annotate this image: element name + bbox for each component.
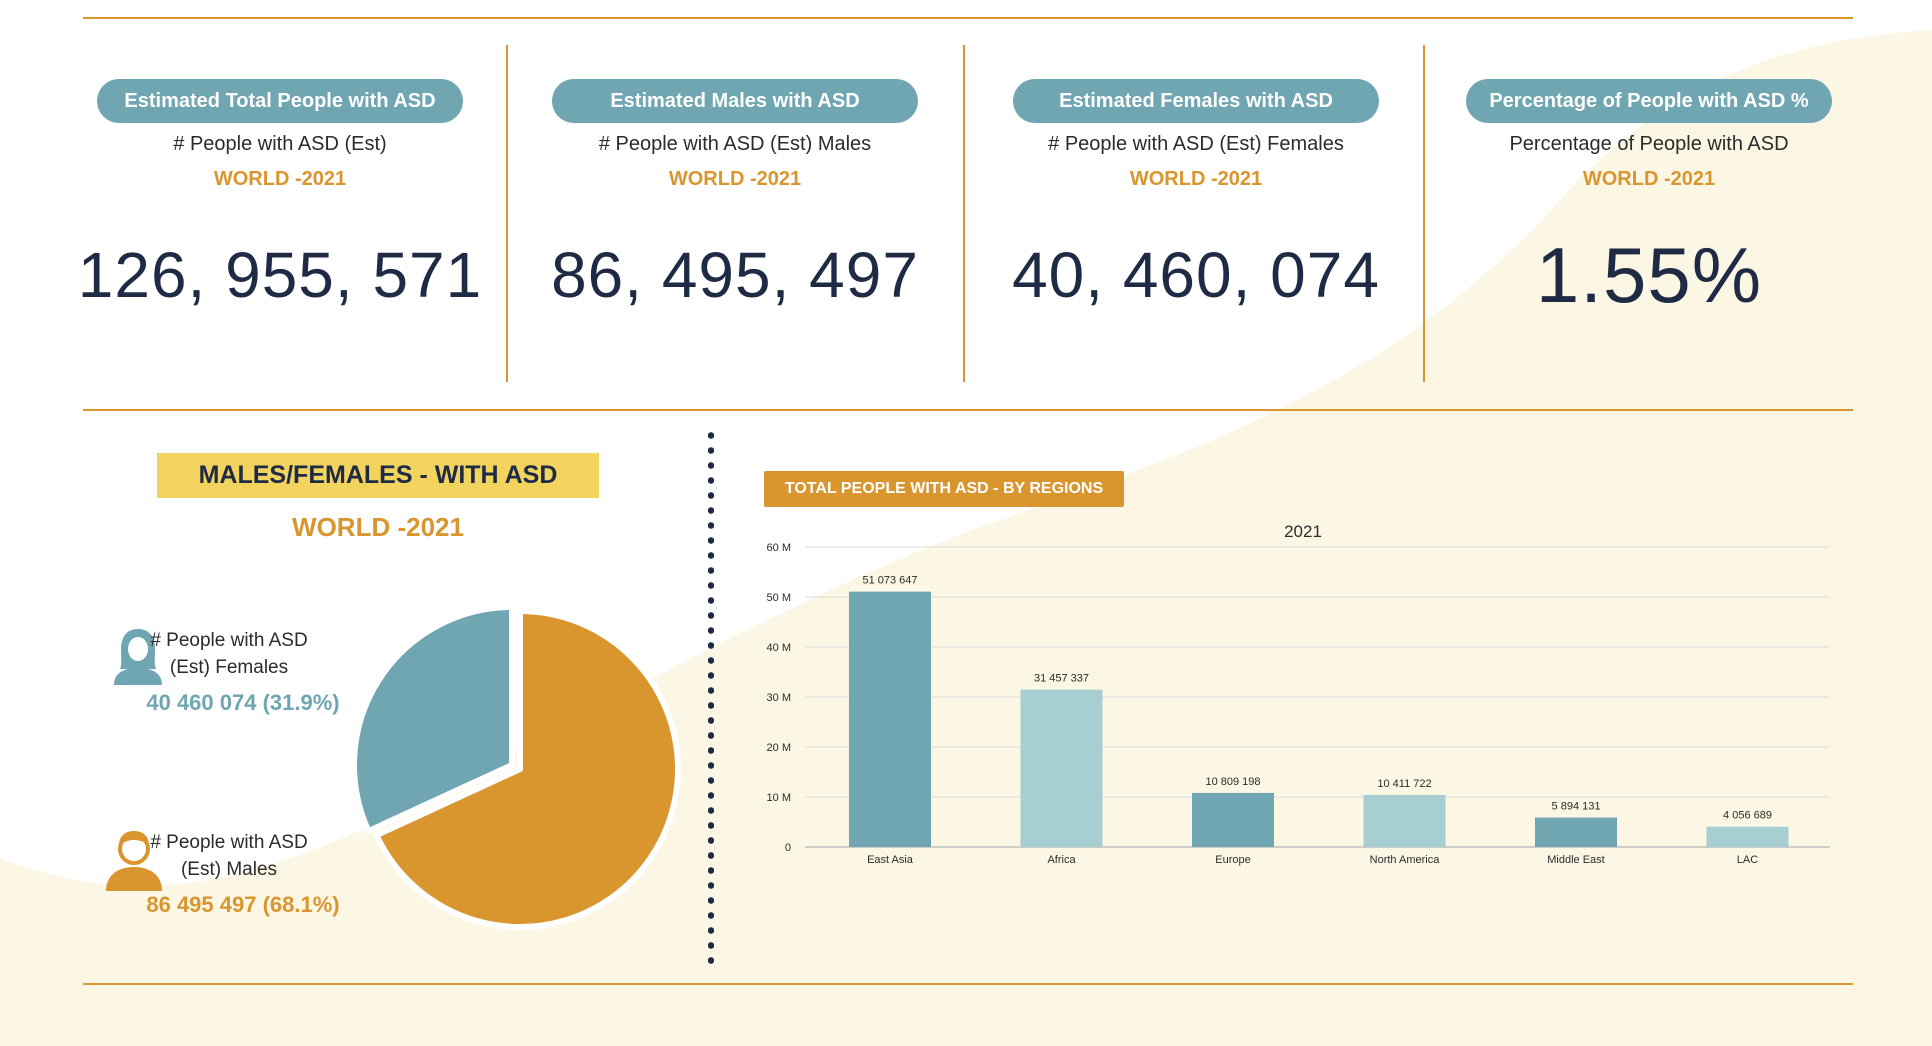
kpi-divider-1 [506, 45, 508, 382]
middle-divider [83, 409, 1853, 411]
mf-region: WORLD -2021 [292, 512, 464, 542]
kpi-region-males: WORLD -2021 [668, 168, 802, 190]
legend-males-label: # People with ASD (Est) Males [114, 829, 344, 883]
bar [1535, 817, 1617, 847]
legend-males-label-line2: (Est) Males [180, 859, 278, 880]
kpi-card-females: Estimated Females with ASD # People with… [968, 60, 1424, 370]
pie-chart [355, 604, 681, 930]
y-tick-label: 60 M [767, 542, 791, 554]
kpi-subtitle-females: # People with ASD (Est) Females [1048, 133, 1344, 155]
dotted-divider [708, 428, 714, 968]
kpi-subtitle-total: # People with ASD (Est) [173, 133, 387, 155]
bar-value-label: 4 056 689 [1723, 810, 1772, 822]
legend-females-label-line2: (Est) Females [169, 657, 289, 678]
bar [1192, 792, 1274, 847]
kpi-card-percentage: Percentage of People with ASD % Percenta… [1421, 60, 1877, 370]
male-avatar-icon [106, 831, 162, 891]
bar-chart-year: 2021 [1284, 522, 1322, 541]
kpi-value-total: 126, 955, 571 [77, 239, 483, 311]
kpi-region-females: WORLD -2021 [1129, 168, 1263, 190]
x-tick-label: LAC [1737, 854, 1758, 866]
bar-value-label: 31 457 337 [1034, 673, 1089, 685]
bar-value-label: 10 809 198 [1205, 776, 1260, 788]
top-divider [83, 17, 1853, 19]
kpi-region-percentage: WORLD -2021 [1582, 168, 1716, 190]
bar [1363, 794, 1446, 847]
y-tick-label: 20 M [767, 742, 791, 754]
x-tick-label: Europe [1215, 854, 1250, 866]
bar [1020, 689, 1103, 847]
female-avatar-icon [114, 629, 162, 685]
kpi-card-males: Estimated Males with ASD # People with A… [507, 60, 963, 370]
kpi-value-males: 86, 495, 497 [551, 239, 919, 311]
legend-males-value: 86 495 497 (68.1%) [146, 892, 340, 917]
kpi-subtitle-males: # People with ASD (Est) Males [598, 133, 872, 155]
bottom-divider [83, 983, 1853, 985]
x-tick-label: Africa [1047, 854, 1076, 866]
legend-females-label: # People with ASD (Est) Females [114, 627, 344, 681]
kpi-value-percentage: 1.55% [1535, 231, 1763, 319]
y-tick-label: 10 M [767, 792, 791, 804]
bar-chart: 2021 0 10 M 20 M 30 M 40 M 50 M 60 M 51 073 647 E… [767, 522, 1830, 866]
kpi-subtitle-percentage: Percentage of People with ASD [1509, 133, 1789, 155]
x-tick-label: Middle East [1547, 854, 1604, 866]
y-tick-label: 0 [785, 842, 791, 854]
legend-females-value: 40 460 074 (31.9%) [146, 690, 340, 715]
bar-value-label: 10 411 722 [1377, 778, 1431, 790]
mf-title: MALES/FEMALES - WITH ASD [157, 453, 599, 498]
y-tick-label: 40 M [767, 642, 791, 654]
x-tick-label: East Asia [867, 854, 914, 866]
pie-slice-males [373, 608, 681, 930]
bar [1706, 826, 1789, 847]
y-tick-label: 30 M [767, 692, 791, 704]
bar-value-label: 51 073 647 [862, 575, 917, 587]
kpi-pill-total: Estimated Total People with ASD [97, 79, 463, 123]
bar-chart-title: TOTAL PEOPLE WITH ASD - BY REGIONS [764, 471, 1124, 507]
kpi-pill-percentage: Percentage of People with ASD % [1466, 79, 1832, 123]
kpi-value-females: 40, 460, 074 [1012, 239, 1380, 311]
x-tick-label: North America [1370, 854, 1441, 866]
kpi-region-total: WORLD -2021 [213, 168, 347, 190]
kpi-pill-males: Estimated Males with ASD [552, 79, 918, 123]
kpi-divider-2 [963, 45, 965, 382]
kpi-divider-3 [1423, 45, 1425, 382]
pie-slice-females [355, 604, 515, 835]
bar [849, 591, 931, 847]
legend-males-label-line1: # People with ASD [150, 832, 308, 853]
y-tick-label: 50 M [767, 592, 791, 604]
kpi-pill-females: Estimated Females with ASD [1013, 79, 1379, 123]
legend-females-label-line1: # People with ASD [150, 630, 308, 651]
bar-value-label: 5 894 131 [1552, 801, 1601, 813]
kpi-card-total: Estimated Total People with ASD # People… [52, 60, 508, 370]
